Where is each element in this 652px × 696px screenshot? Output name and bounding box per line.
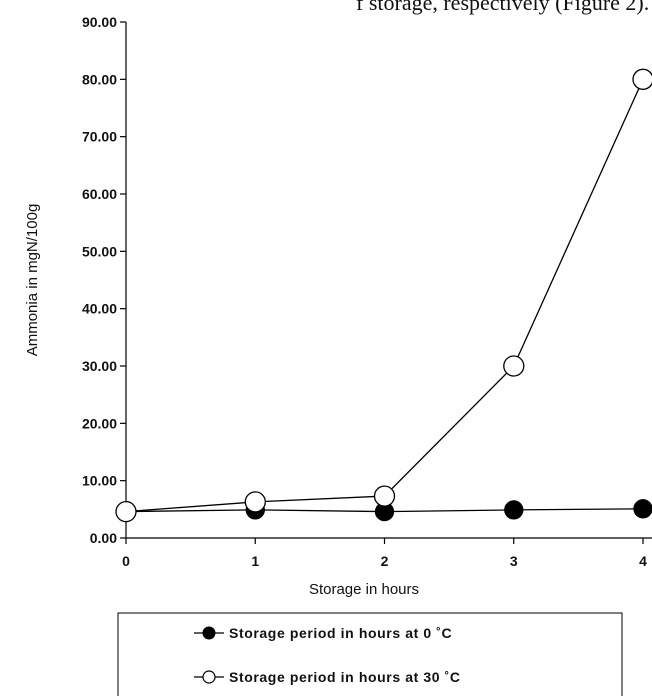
x-tick-label-0: 0	[122, 553, 130, 569]
x-tick-label-1: 1	[251, 553, 259, 569]
series-line-1	[125, 79, 644, 513]
y-tick-label-6: 60.00	[82, 186, 117, 202]
series-1-point-0	[115, 500, 137, 523]
series-1-point-2	[373, 485, 396, 507]
legend-label-1: Storage period in hours at 30 ˚C	[229, 669, 461, 685]
legend-marker-1	[202, 670, 216, 684]
x-axis-title: Storage in hours	[309, 581, 419, 598]
x-ticks: 0 1 2 3 4	[122, 538, 647, 569]
legend-label-0: Storage period in hours at 0 ˚C	[229, 625, 452, 641]
series-1-point-4	[632, 68, 652, 90]
x-tick-label-2: 2	[381, 553, 389, 569]
legend-marker-0	[202, 626, 216, 640]
caption-fragment: f storage, respectively (Figure 2).	[356, 0, 649, 15]
y-tick-label-4: 40.00	[82, 301, 117, 317]
y-axis-title: Ammonia in mgN/100g	[24, 204, 41, 357]
y-tick-label-5: 50.00	[82, 243, 117, 259]
y-tick-label-9: 90.00	[82, 14, 117, 30]
series-0-point-4	[633, 499, 652, 519]
legend-entry-1: Storage period in hours at 30 ˚C	[194, 669, 461, 685]
y-ticks: 0.00 10.00 20.00 30.00 40.00 50.00 60.00 70.00 8…	[82, 14, 126, 546]
series-layer	[115, 68, 652, 523]
x-tick-label-3: 3	[510, 553, 518, 569]
y-tick-label-3: 30.00	[82, 358, 117, 374]
series-1-point-3	[503, 355, 525, 377]
y-tick-label-8: 80.00	[82, 71, 117, 87]
legend-box	[117, 612, 623, 696]
y-tick-label-2: 20.00	[82, 415, 117, 431]
x-tick-label-4: 4	[639, 553, 647, 569]
y-tick-label-0: 0.00	[90, 530, 117, 546]
series-1-point-1	[244, 491, 266, 513]
legend-entry-0: Storage period in hours at 0 ˚C	[194, 625, 452, 641]
y-tick-label-7: 70.00	[82, 129, 117, 145]
legend: Storage period in hours at 0 ˚C Storage …	[117, 612, 623, 696]
series-0-point-3	[504, 500, 524, 520]
y-tick-label-1: 10.00	[82, 473, 117, 489]
